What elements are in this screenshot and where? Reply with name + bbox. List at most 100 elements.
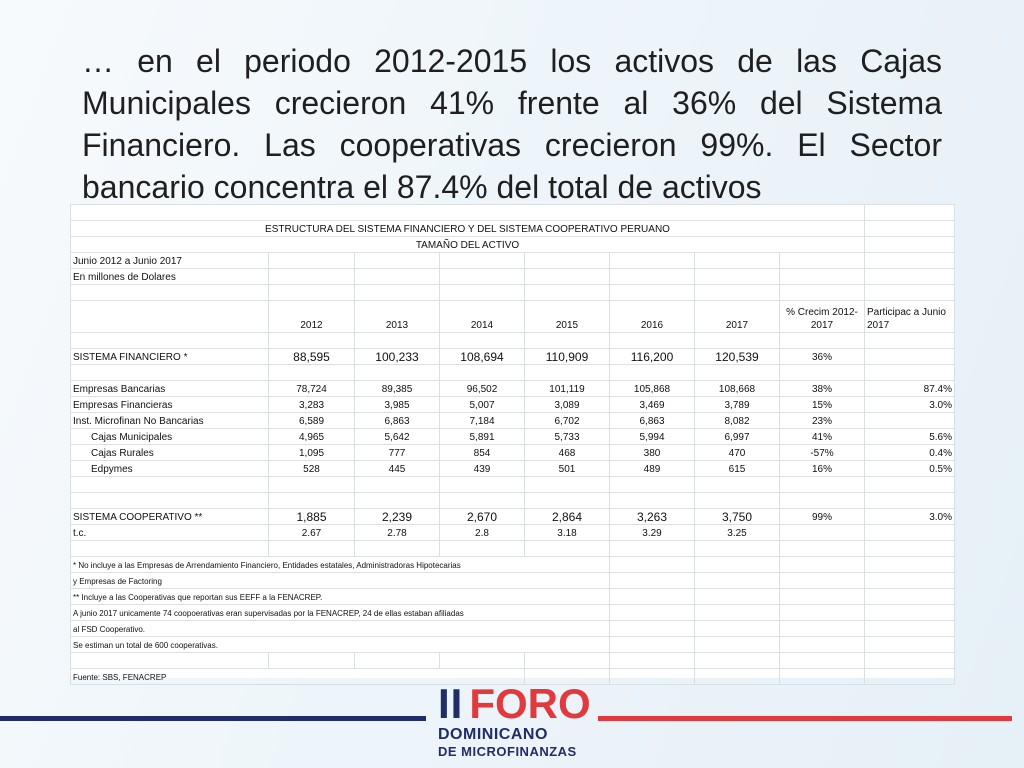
cell-value: 2.67	[268, 524, 355, 541]
logo-numeral: II	[438, 680, 464, 727]
column-header: 2014	[439, 300, 525, 333]
divider-line-left	[0, 716, 426, 721]
source-note: Fuente: SBS, FENACREP	[70, 668, 525, 685]
slide-title: … en el periodo 2012-2015 los activos de…	[82, 43, 942, 205]
logo-line2: DE MICROFINANZAS	[438, 744, 577, 759]
logo-foro: FORO	[469, 680, 591, 727]
growth-value: 99%	[779, 508, 865, 525]
cell-value: 2.78	[354, 524, 440, 541]
share-value: 3.0%	[864, 396, 955, 413]
cell-value: 2,864	[524, 508, 610, 525]
cell-value: 5,733	[524, 428, 610, 445]
share-value: 87.4%	[864, 380, 955, 397]
units-label: En millones de Dolares	[70, 268, 269, 285]
growth-value: 36%	[779, 348, 865, 365]
column-header: 2012	[268, 300, 355, 333]
row-label: Cajas Municipales	[70, 428, 269, 445]
share-value: 3.0%	[864, 508, 955, 525]
cell-value: 110,909	[524, 348, 610, 365]
cell-value: 468	[524, 444, 610, 461]
cell-value: 6,863	[354, 412, 440, 429]
cell-value: 6,997	[694, 428, 780, 445]
cell-value: 3,263	[609, 508, 695, 525]
cell-value: 1,885	[268, 508, 355, 525]
footnote: al FSD Cooperativo.	[70, 620, 610, 637]
table-row: Edpymes 528 445 439 501 489 615 16% 0.5%	[70, 460, 955, 477]
cell-value: 1,095	[268, 444, 355, 461]
table-row: t.c. 2.67 2.78 2.8 3.18 3.29 3.25	[70, 524, 955, 541]
cell-value: 6,863	[609, 412, 695, 429]
cell-value: 615	[694, 460, 780, 477]
cell-value: 5,642	[354, 428, 440, 445]
cell-value: 101,119	[524, 380, 610, 397]
cell-value: 3.25	[694, 524, 780, 541]
table-row: Empresas Bancarias 78,724 89,385 96,502 101,…	[70, 380, 955, 397]
cell-value: 3,985	[354, 396, 440, 413]
growth-value: 16%	[779, 460, 865, 477]
cell-value: 2,239	[354, 508, 440, 525]
cell-value: 88,595	[268, 348, 355, 365]
column-header: 2016	[609, 300, 695, 333]
column-header: % Crecim 2012-2017	[779, 300, 865, 333]
cell-value: 7,184	[439, 412, 525, 429]
share-value: 0.5%	[864, 460, 955, 477]
cell-value: 2.8	[439, 524, 525, 541]
cell-value: 470	[694, 444, 780, 461]
footnote: Se estiman un total de 600 cooperativas.	[70, 636, 610, 653]
cell-value: 6,702	[524, 412, 610, 429]
logo-line1: DOMINICANO	[438, 726, 548, 743]
share-value: 5.6%	[864, 428, 955, 445]
cell-value: 100,233	[354, 348, 440, 365]
cell-value: 3,750	[694, 508, 780, 525]
table-heading: ESTRUCTURA DEL SISTEMA FINANCIERO Y DEL …	[70, 220, 865, 237]
period-label: Junio 2012 a Junio 2017	[70, 252, 269, 269]
cell-value: 89,385	[354, 380, 440, 397]
cell-value: 3,283	[268, 396, 355, 413]
row-label: Empresas Financieras	[70, 396, 269, 413]
cell-value: 528	[268, 460, 355, 477]
cell-value: 4,965	[268, 428, 355, 445]
cell-value: 116,200	[609, 348, 695, 365]
event-logo: II FORO DOMINICANO DE MICROFINANZAS	[438, 680, 591, 764]
row-label: Edpymes	[70, 460, 269, 477]
cell-value: 3.18	[524, 524, 610, 541]
cell-value: 3,469	[609, 396, 695, 413]
growth-value: 38%	[779, 380, 865, 397]
column-header: 2015	[524, 300, 610, 333]
cell-value: 777	[354, 444, 440, 461]
share-value: 0.4%	[864, 444, 955, 461]
row-label: Cajas Rurales	[70, 444, 269, 461]
share-value	[864, 348, 955, 365]
table-row: Cajas Rurales 1,095 777 854 468 380 470 -57% 0.4…	[70, 444, 955, 461]
cell-value: 5,891	[439, 428, 525, 445]
column-header: Participac a Junio 2017	[864, 300, 955, 333]
cell-value: 5,007	[439, 396, 525, 413]
cell-value: 489	[609, 460, 695, 477]
table-row: SISTEMA COOPERATIVO ** 1,885 2,239 2,670…	[70, 508, 955, 525]
cell-value: 501	[524, 460, 610, 477]
row-label: Inst. Microfinan No Bancarias	[70, 412, 269, 429]
cell-value: 96,502	[439, 380, 525, 397]
table-row: Cajas Municipales 4,965 5,642 5,891 5,733 5,9…	[70, 428, 955, 445]
row-label: Empresas Bancarias	[70, 380, 269, 397]
table-row: Empresas Financieras 3,283 3,985 5,007 3,089…	[70, 396, 955, 413]
table-subheading: TAMAÑO DEL ACTIVO	[70, 236, 865, 253]
cell-value: 3,789	[694, 396, 780, 413]
footnote: ** Incluye a las Cooperativas que report…	[70, 588, 610, 605]
growth-value: 23%	[779, 412, 865, 429]
assets-table: ESTRUCTURA DEL SISTEMA FINANCIERO Y DEL …	[70, 204, 955, 685]
cell-value: 6,589	[268, 412, 355, 429]
growth-value: 15%	[779, 396, 865, 413]
cell-value: 105,868	[609, 380, 695, 397]
cell-value: 78,724	[268, 380, 355, 397]
cell-value: 439	[439, 460, 525, 477]
cell-value: 3.29	[609, 524, 695, 541]
cell-value: 108,668	[694, 380, 780, 397]
cell-value: 8,082	[694, 412, 780, 429]
cell-value: 108,694	[439, 348, 525, 365]
cell-value: 445	[354, 460, 440, 477]
divider-line-right	[598, 716, 1012, 721]
cell-value: 3,089	[524, 396, 610, 413]
column-header: 2017	[694, 300, 780, 333]
cell-value: 380	[609, 444, 695, 461]
